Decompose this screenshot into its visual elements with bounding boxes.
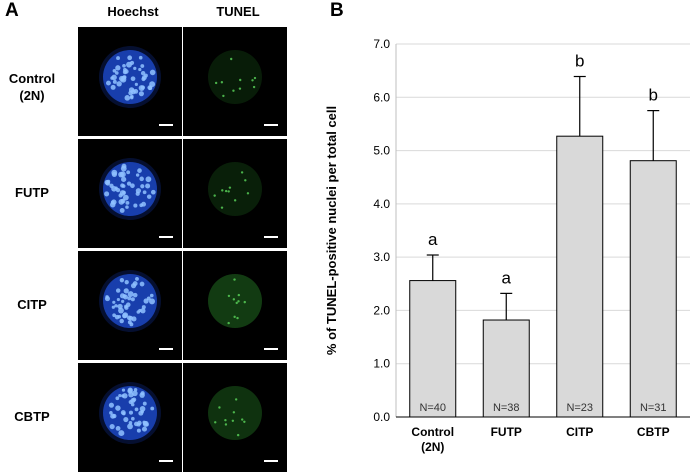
sample-size-label: N=23 xyxy=(566,402,593,414)
significance-letter: b xyxy=(649,86,658,105)
citp-tunel-image xyxy=(183,251,287,360)
x-category-label: (2N) xyxy=(421,440,444,454)
x-category-label: CBTP xyxy=(637,425,670,439)
row-label-futp: FUTP xyxy=(15,185,49,200)
control-tunel-image xyxy=(183,27,287,136)
citp-hoechst-image xyxy=(78,251,182,360)
row-label-control-line2: (2N) xyxy=(19,88,45,103)
sample-size-label: N=38 xyxy=(493,402,520,414)
significance-letter: a xyxy=(502,268,512,287)
row-label-control-line1: Control xyxy=(8,71,56,86)
cbtp-hoechst-image xyxy=(78,363,182,472)
bar xyxy=(409,280,457,418)
x-category-label: CITP xyxy=(566,425,593,439)
sample-size-label: N=40 xyxy=(419,402,446,414)
y-axis-label: % of TUNEL-positive nuclei per total cel… xyxy=(324,106,339,355)
tunel-bar-chart: 0.0 1.0 2.0 3.0 4.0 5.0 6.0 7.0 % of TUNEL-posit… xyxy=(324,37,690,454)
row-label-citp: CITP xyxy=(17,297,47,312)
x-category-label: FUTP xyxy=(491,425,522,439)
bar xyxy=(482,319,530,418)
futp-tunel-image xyxy=(183,139,287,248)
tunel-column-header: TUNEL xyxy=(216,4,260,19)
y-tick-label: 1.0 xyxy=(373,357,390,371)
y-tick-label: 2.0 xyxy=(373,303,390,317)
x-category-label: Control xyxy=(411,425,454,439)
sample-size-label: N=31 xyxy=(640,402,667,414)
bar xyxy=(629,160,677,418)
y-tick-label: 5.0 xyxy=(373,144,390,158)
panel-b-letter: B xyxy=(330,0,344,21)
y-tick-label: 6.0 xyxy=(373,90,390,104)
y-tick-label: 7.0 xyxy=(373,37,390,51)
cbtp-tunel-image xyxy=(183,363,287,472)
y-tick-label: 0.0 xyxy=(373,410,390,424)
row-label-control: Control (2N) xyxy=(0,70,64,104)
significance-letter: b xyxy=(575,52,584,71)
panel-a-letter: A xyxy=(5,0,19,21)
y-tick-label: 4.0 xyxy=(373,197,390,211)
futp-hoechst-image xyxy=(78,139,182,248)
bar xyxy=(556,135,604,418)
control-hoechst-image xyxy=(78,27,182,136)
row-label-cbtp: CBTP xyxy=(14,409,50,424)
significance-letter: a xyxy=(428,230,438,249)
hoechst-column-header: Hoechst xyxy=(107,4,159,19)
y-tick-label: 3.0 xyxy=(373,250,390,264)
